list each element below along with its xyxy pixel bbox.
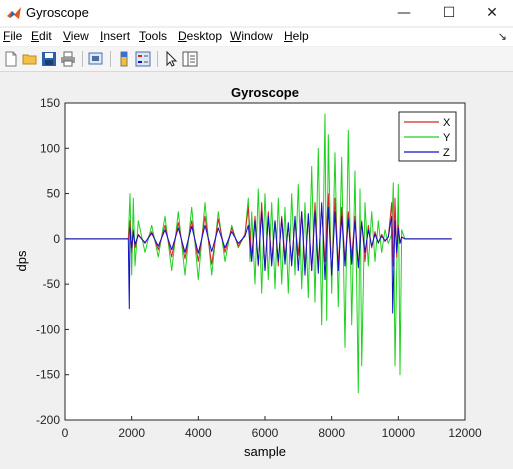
matlab-icon — [7, 7, 21, 19]
insert-legend-icon[interactable] — [134, 50, 152, 68]
y-axis-label: dps — [14, 250, 29, 271]
print-icon[interactable] — [59, 50, 77, 68]
figure-area: Gyroscope 150 100 50 0 -50 -100 -150 -200 0 2000… — [0, 72, 513, 464]
menu-view[interactable]: View — [63, 29, 89, 43]
menu-window[interactable]: Window — [230, 29, 273, 43]
insert-colorbar-icon[interactable] — [115, 50, 133, 68]
series-line-y — [65, 113, 452, 394]
toolbar-separator — [82, 51, 83, 67]
property-inspector-icon[interactable] — [181, 50, 199, 68]
new-figure-icon[interactable] — [2, 50, 20, 68]
chart-title: Gyroscope — [231, 85, 299, 100]
menu-bar: File Edit View Insert Tools Desktop Wind… — [0, 28, 513, 46]
menu-help[interactable]: Help — [284, 29, 309, 43]
y-tick-label: -150 — [36, 368, 60, 382]
close-button[interactable]: ✕ — [486, 5, 498, 21]
minimize-button[interactable]: — — [397, 5, 411, 21]
x-tick-label: 2000 — [118, 426, 145, 440]
window-title: Gyroscope — [26, 5, 89, 20]
menu-desktop[interactable]: Desktop — [178, 29, 223, 43]
series-lines — [65, 113, 452, 394]
toolbar-separator — [110, 51, 111, 67]
series-line-z — [65, 202, 452, 314]
print-preview-icon[interactable] — [87, 50, 105, 68]
menu-edit[interactable]: Edit — [31, 29, 52, 43]
y-tick-label: 100 — [40, 141, 60, 155]
gyroscope-chart[interactable]: Gyroscope 150 100 50 0 -50 -100 -150 -200 0 2000… — [0, 72, 513, 464]
legend[interactable]: X Y Z — [398, 111, 457, 162]
toolbar-separator — [157, 51, 158, 67]
x-tick-label: 8000 — [318, 426, 345, 440]
y-tick-label: 50 — [47, 187, 61, 201]
menu-file[interactable]: File — [3, 29, 23, 43]
y-tick-label: 150 — [40, 96, 60, 110]
legend-label-x: X — [443, 117, 451, 129]
legend-label-z: Z — [443, 147, 450, 159]
x-tick-label: 6000 — [252, 426, 279, 440]
menu-tools[interactable]: Tools — [139, 29, 168, 43]
y-axis: 150 100 50 0 -50 -100 -150 -200 — [36, 96, 69, 427]
dock-arrow-icon[interactable]: ↘ — [497, 31, 507, 43]
x-axis: 0 2000 4000 6000 8000 10000 12000 — [62, 416, 482, 440]
y-tick-label: -50 — [43, 277, 61, 291]
menu-insert[interactable]: Insert — [100, 29, 131, 43]
open-file-icon[interactable] — [21, 50, 39, 68]
x-tick-label: 0 — [62, 426, 69, 440]
edit-plot-arrow-icon[interactable] — [162, 50, 180, 68]
x-axis-label: sample — [244, 444, 286, 459]
legend-label-y: Y — [443, 132, 451, 144]
y-tick-label: 0 — [53, 232, 60, 246]
figure-toolbar — [0, 47, 513, 72]
y-tick-label: -200 — [36, 413, 60, 427]
y-tick-label: -100 — [36, 322, 60, 336]
x-tick-label: 10000 — [382, 426, 416, 440]
x-tick-label: 12000 — [448, 426, 482, 440]
maximize-button[interactable]: ☐ — [442, 5, 456, 21]
save-icon[interactable] — [40, 50, 58, 68]
title-bar: Gyroscope — ☐ ✕ — [0, 0, 513, 26]
x-tick-label: 4000 — [185, 426, 212, 440]
